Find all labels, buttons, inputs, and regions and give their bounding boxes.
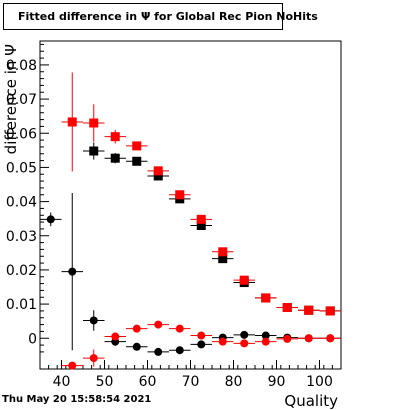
x-axis-label: Quality [284, 392, 338, 410]
data-point-square [304, 305, 314, 315]
data-point-circle [218, 337, 227, 346]
x-tick-label: 80 [225, 374, 243, 390]
data-point-circle [304, 334, 313, 343]
chart-title-text: Fitted difference in Ψ for Global Rec Pi… [18, 10, 318, 23]
data-point-circle [240, 330, 249, 339]
data-point-circle [283, 334, 292, 343]
chart-title: Fitted difference in Ψ for Global Rec Pi… [3, 3, 318, 30]
y-tick-label: 0.04 [6, 195, 37, 211]
data-point-square [89, 146, 99, 156]
data-point-square [153, 166, 163, 176]
y-tick-label: 0.05 [6, 160, 37, 176]
series-1 [61, 72, 341, 316]
data-point-circle [175, 324, 184, 333]
series-0 [83, 142, 341, 316]
data-point-square [132, 156, 142, 166]
y-axis-label: difference in Ψ [2, 44, 20, 154]
data-point-circle [111, 332, 120, 341]
data-point-circle [261, 337, 270, 346]
data-point-circle [132, 324, 141, 333]
data-point-square [175, 190, 185, 200]
series-2 [40, 193, 341, 356]
data-point-circle [68, 267, 77, 276]
series-3 [61, 320, 341, 370]
data-point-circle [89, 354, 98, 363]
data-point-circle [197, 340, 206, 349]
data-point-square [261, 293, 271, 303]
data-point-circle [326, 334, 335, 343]
y-tick-label: 0.01 [6, 297, 37, 313]
data-point-square [325, 306, 335, 316]
data-point-circle [175, 346, 184, 355]
x-tick-label: 40 [53, 374, 71, 390]
x-tick-label: 50 [96, 374, 114, 390]
data-point-square [132, 141, 142, 151]
data-point-circle [68, 361, 77, 370]
data-point-square [218, 247, 228, 257]
y-tick-label: 0.07 [6, 92, 37, 108]
data-point-circle [89, 316, 98, 325]
data-point-square [67, 117, 77, 127]
data-point-square [89, 118, 99, 128]
plot-frame [39, 40, 342, 370]
data-point-square [110, 153, 120, 163]
data-point-square [196, 221, 206, 230]
data-point-circle [154, 347, 163, 356]
data-point-circle [154, 320, 163, 329]
x-tick-label: 90 [268, 374, 286, 390]
y-tick-label: 0.03 [6, 229, 37, 245]
data-point-circle [46, 215, 55, 224]
y-tick-label: 0.02 [6, 263, 37, 279]
data-point-circle [197, 331, 206, 340]
data-point-square [196, 214, 206, 224]
x-tick-label: 60 [139, 374, 157, 390]
y-tick-label: 0.06 [6, 126, 37, 142]
data-point-square [153, 171, 163, 181]
data-point-circle [261, 331, 270, 340]
data-point-square [218, 254, 228, 264]
data-point-square [239, 275, 249, 285]
y-tick-label: 0 [28, 331, 37, 347]
x-tick-label: 100 [306, 374, 333, 390]
data-point-square [110, 132, 120, 142]
data-point-circle [240, 339, 249, 348]
x-tick-label: 70 [182, 374, 200, 390]
data-point-square [282, 303, 292, 312]
data-point-circle [132, 342, 141, 351]
y-tick-label: 0.08 [6, 58, 37, 74]
timestamp: Thu May 20 15:58:54 2021 [2, 394, 152, 405]
